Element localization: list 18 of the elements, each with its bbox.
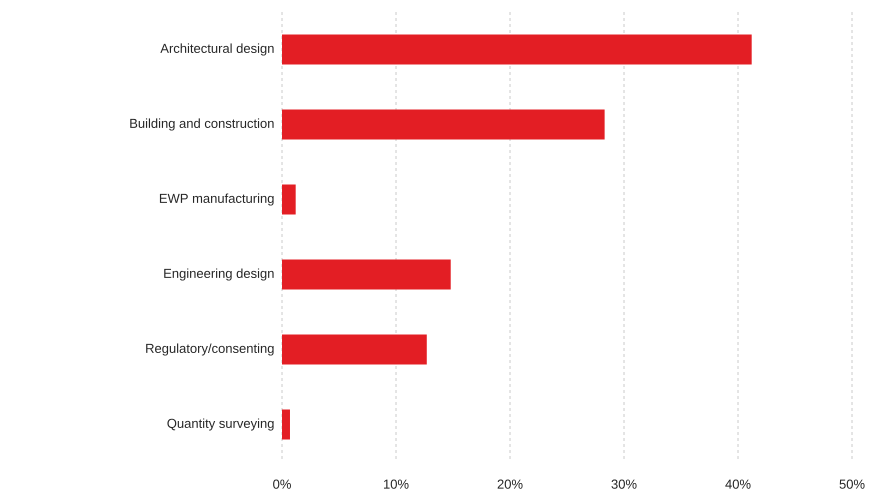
bar	[282, 184, 296, 214]
bar	[282, 410, 290, 440]
bar	[282, 34, 752, 64]
x-tick-label: 50%	[840, 480, 865, 489]
y-tick-label: Quantity surveying	[167, 418, 274, 431]
x-tick-label: 40%	[725, 480, 751, 489]
x-tick-label: 0%	[273, 480, 291, 489]
y-tick-label: Architectural design	[160, 43, 274, 56]
bar	[282, 110, 605, 140]
x-tick-label: 30%	[612, 480, 637, 489]
x-tick-label: 10%	[384, 480, 409, 489]
bar	[282, 260, 451, 290]
x-tick-label: 20%	[498, 480, 523, 489]
y-tick-label: Engineering design	[164, 268, 274, 281]
y-tick-label: Building and construction	[130, 118, 274, 131]
bar	[282, 334, 427, 365]
y-tick-label: EWP manufacturing	[160, 193, 274, 206]
y-tick-label: Regulatory/consenting	[146, 343, 274, 356]
